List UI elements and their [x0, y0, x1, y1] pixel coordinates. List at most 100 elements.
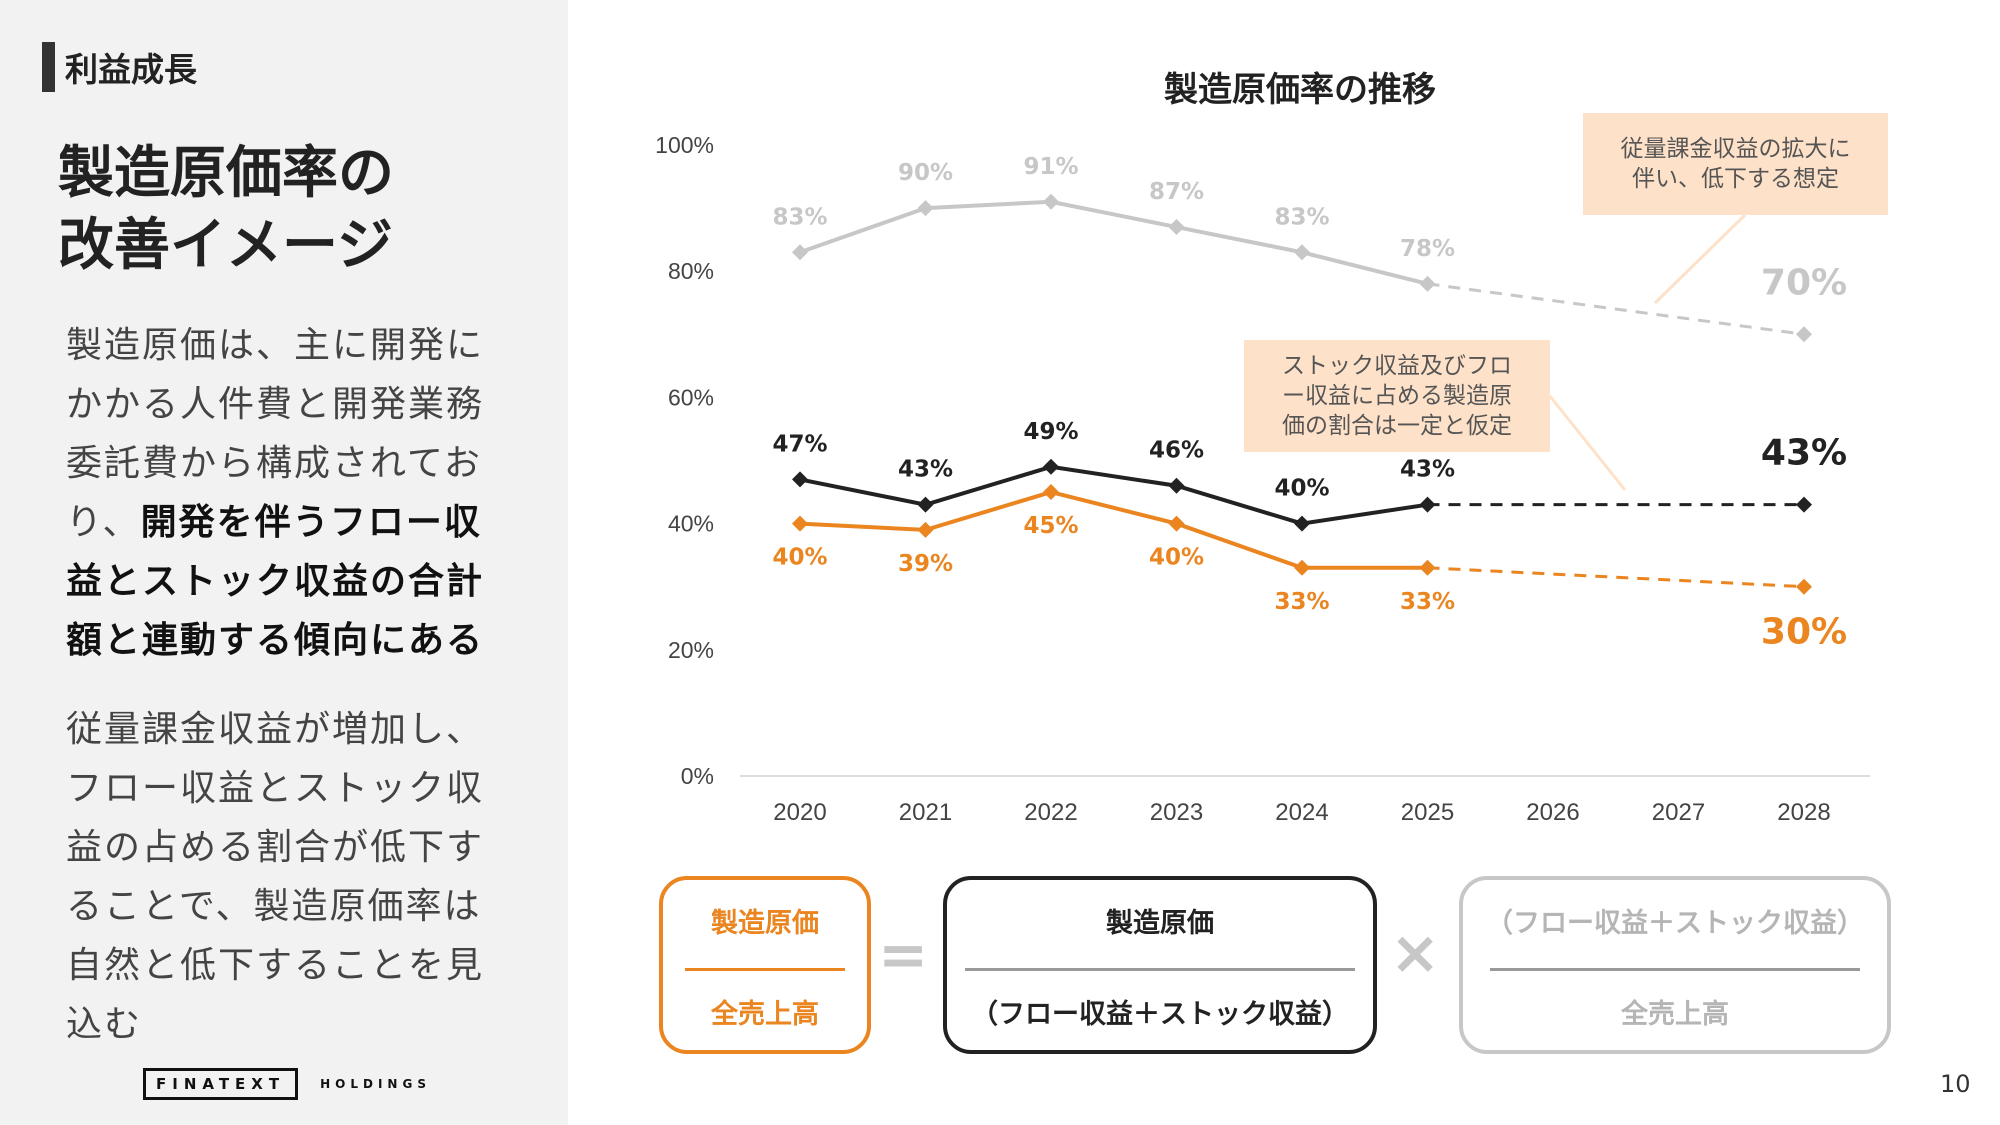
paragraph-line: 製造原価は、主に開発に	[66, 325, 485, 366]
page-title: 製造原価率の 改善イメージ	[58, 138, 394, 282]
paragraph-bold-text: 額と連動する傾向にある	[66, 620, 485, 661]
y-tick-label: 60%	[668, 384, 714, 410]
orange-data-label: 33%	[1400, 589, 1455, 615]
callout-connector-top	[1653, 213, 1747, 305]
chart-title: 製造原価率の推移	[1164, 70, 1436, 110]
callout-middle: ストック収益及びフロ ー収益に占める製造原 価の割合は一定と仮定	[1244, 340, 1550, 452]
orange-data-label: 30%	[1761, 612, 1847, 653]
paragraph-line: 従量課金収益が増加し、	[66, 709, 485, 750]
page-title-line-1: 製造原価率の	[58, 141, 394, 206]
fraction-bar	[1490, 968, 1860, 971]
black-data-label: 47%	[772, 431, 827, 457]
gray-point	[1796, 326, 1812, 343]
fraction-bar	[965, 968, 1355, 971]
company-logo: FINATEXT HOLDINGS	[143, 1068, 431, 1100]
logo-sub: HOLDINGS	[320, 1077, 431, 1091]
gray-point	[1043, 193, 1059, 210]
black-point	[917, 496, 934, 513]
x-tick-label: 2020	[773, 799, 826, 826]
formula-numerator: 製造原価	[711, 908, 819, 939]
callout-line: ストック収益及びフロ	[1282, 353, 1512, 379]
page-title-line-2: 改善イメージ	[58, 213, 393, 278]
paragraph-line: り、	[66, 502, 141, 543]
black-data-label: 43%	[1400, 457, 1455, 483]
black-point	[1419, 496, 1436, 513]
y-tick-label: 80%	[668, 258, 714, 284]
gray-point	[917, 200, 934, 217]
orange-data-label: 40%	[772, 545, 827, 571]
formula-numerator: 製造原価	[1106, 908, 1214, 939]
black-series-line	[799, 464, 1428, 526]
paragraph-line: 益の占める割合が低下す	[66, 827, 485, 868]
gray-data-label: 83%	[1274, 204, 1329, 230]
paragraph-line: 委託費から構成されてお	[66, 443, 482, 484]
logo-main: FINATEXT	[143, 1068, 299, 1100]
description-paragraph-2: 従量課金収益が増加し、 フロー収益とストック収 益の占める割合が低下す ることで…	[66, 700, 526, 1054]
formula-numerator: （フロー収益＋ストック収益）	[1486, 908, 1864, 939]
x-tick-label: 2025	[1401, 799, 1454, 826]
orange-point	[1294, 559, 1310, 576]
gray-forecast-line	[1427, 282, 1805, 336]
orange-series-line	[799, 489, 1428, 570]
paragraph-bold-text: 益とストック収益の合計	[66, 561, 485, 602]
left-panel: 利益成長 製造原価率の 改善イメージ 製造原価は、主に開発に かかる人件費と開発…	[0, 0, 568, 1125]
y-tick-label: 40%	[668, 511, 714, 537]
x-tick-label: 2028	[1777, 799, 1830, 826]
black-data-label: 49%	[1023, 419, 1078, 445]
black-point	[1168, 477, 1185, 494]
formula-cost-ratio: 製造原価 全売上高	[659, 876, 871, 1054]
gray-point	[792, 244, 808, 261]
callout-top: 従量課金収益の拡大に 伴い、低下する想定	[1583, 113, 1888, 215]
gray-series-line	[799, 199, 1428, 286]
paragraph-line: ることで、製造原価率は	[66, 886, 482, 927]
black-data-label: 43%	[1761, 433, 1847, 474]
paragraph-bold-text: 開発を伴うフロー収	[140, 502, 482, 543]
black-data-label: 46%	[1149, 438, 1204, 464]
gray-point	[1168, 219, 1185, 236]
orange-data-label: 40%	[1149, 545, 1204, 571]
gray-data-label: 78%	[1400, 236, 1455, 262]
y-tick-label: 0%	[681, 763, 714, 789]
section-tag-bar	[42, 42, 55, 92]
description-paragraph-1: 製造原価は、主に開発に かかる人件費と開発業務 委託費から構成されてお り、開発…	[66, 316, 526, 670]
black-point	[1043, 458, 1059, 475]
formula-cost-per-revenue: 製造原価 （フロー収益＋ストック収益）	[943, 876, 1377, 1054]
formula-denominator: 全売上高	[711, 999, 819, 1030]
x-tick-label: 2026	[1526, 799, 1579, 826]
paragraph-line: 込む	[66, 1004, 143, 1045]
x-tick-label: 2024	[1275, 799, 1328, 826]
section-tag: 利益成長	[42, 42, 197, 92]
x-tick-label: 2023	[1150, 799, 1203, 826]
formula-denominator: 全売上高	[1621, 999, 1729, 1030]
callout-connector-middle	[1543, 389, 1627, 491]
equals-sign: =	[878, 920, 929, 990]
gray-data-label: 90%	[898, 160, 953, 186]
orange-point	[1796, 578, 1812, 595]
orange-point	[917, 521, 934, 538]
orange-data-label: 33%	[1274, 589, 1329, 615]
y-tick-label: 20%	[668, 637, 714, 663]
multiply-sign: ×	[1390, 918, 1441, 988]
paragraph-line: フロー収益とストック収	[66, 768, 485, 809]
black-point	[1294, 515, 1310, 532]
gray-data-label: 87%	[1149, 179, 1204, 205]
black-data-label: 43%	[898, 457, 953, 483]
section-tag-label: 利益成長	[65, 50, 197, 89]
paragraph-line: 自然と低下することを見	[66, 945, 485, 986]
callout-line: 従量課金収益の拡大に	[1620, 136, 1851, 162]
gray-data-label: 70%	[1761, 262, 1847, 303]
paragraph-line: かかる人件費と開発業務	[66, 384, 485, 425]
orange-point	[792, 515, 808, 532]
orange-forecast-line	[1427, 566, 1805, 589]
black-data-label: 40%	[1274, 476, 1329, 502]
gray-data-label: 91%	[1023, 154, 1078, 180]
page-number: 10	[1940, 1070, 1971, 1098]
formula-revenue-share: （フロー収益＋ストック収益） 全売上高	[1459, 876, 1891, 1054]
orange-point	[1419, 559, 1436, 576]
gray-data-label: 83%	[772, 204, 827, 230]
black-point	[1796, 496, 1812, 513]
fraction-bar	[685, 968, 845, 971]
formula-denominator: （フロー収益＋ストック収益）	[971, 999, 1349, 1030]
orange-data-label: 45%	[1023, 513, 1078, 539]
callout-line: ー収益に占める製造原	[1282, 383, 1512, 409]
